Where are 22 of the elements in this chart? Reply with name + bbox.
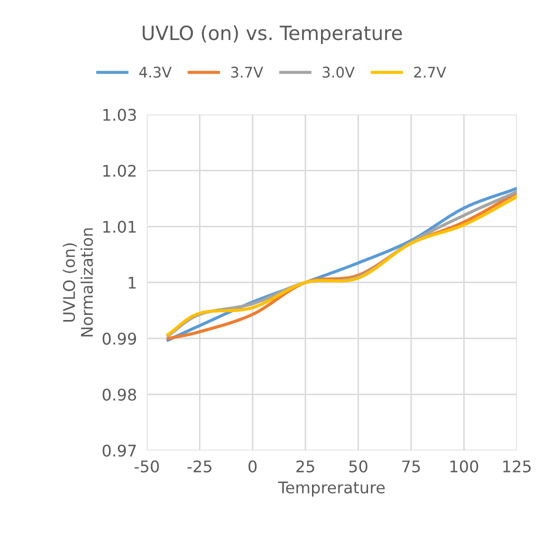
x-tick-label: 75 [402, 460, 420, 472]
x-tick-label: 125 [503, 460, 531, 472]
chart-title: UVLO (on) vs. Temperature [142, 25, 402, 44]
y-tick-label: 0.99 [102, 332, 136, 345]
x-tick-label: -50 [134, 460, 159, 472]
x-tick-label: 0 [248, 460, 257, 472]
x-tick-label: 25 [296, 460, 314, 472]
x-axis-title: Temprerature [278, 482, 385, 497]
y-tick-label: 0.97 [102, 444, 136, 457]
legend-label: 3.7V [231, 66, 264, 78]
legend-label: 2.7V [414, 66, 446, 78]
y-tick-label: 1 [128, 276, 136, 289]
y-tick-label: 0.98 [102, 388, 136, 401]
y-axis-title: UVLO (on) Normalization [62, 228, 93, 336]
x-tick-label: 100 [450, 460, 478, 472]
y-tick-label: 1.03 [103, 108, 136, 121]
x-tick-label: -25 [187, 460, 212, 472]
y-tick-label: 1.01 [103, 220, 136, 233]
y-tick-label: 1.02 [103, 164, 136, 177]
legend-label: 4.3V [139, 66, 172, 78]
x-tick-label: 50 [349, 460, 368, 472]
legend-label: 3.0V [322, 66, 355, 78]
